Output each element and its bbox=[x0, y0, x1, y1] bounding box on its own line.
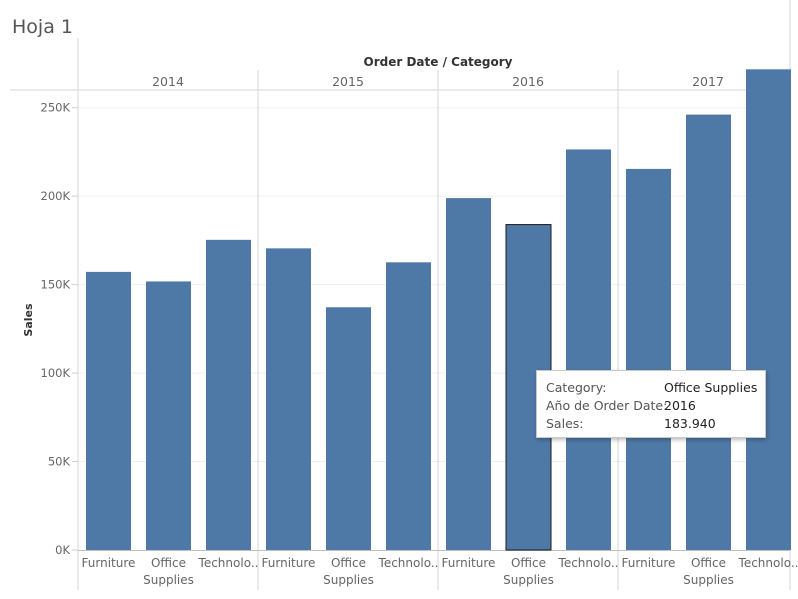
tooltip-value: 2016 bbox=[664, 398, 696, 413]
bar bbox=[746, 69, 791, 551]
x-category-label: Furniture bbox=[262, 556, 316, 570]
x-category-label: Office bbox=[511, 556, 546, 570]
y-axis-title: Sales bbox=[22, 303, 35, 337]
y-tick-label: 250K bbox=[41, 101, 71, 115]
bar bbox=[566, 149, 611, 550]
tooltip-key: Category: bbox=[546, 380, 607, 395]
x-category-label: Supplies bbox=[503, 573, 554, 587]
bar bbox=[266, 248, 311, 550]
tooltip-row-category: Category: Office Supplies bbox=[546, 379, 765, 397]
x-category-label: Furniture bbox=[442, 556, 496, 570]
year-header-label: 2015 bbox=[332, 74, 364, 89]
x-category-label: Furniture bbox=[622, 556, 676, 570]
x-category-label: Supplies bbox=[323, 573, 374, 587]
tooltip-key: Sales: bbox=[546, 416, 584, 431]
tooltip: Category: Office Supplies Año de Order D… bbox=[536, 370, 766, 438]
tooltip-row-sales: Sales: 183.940 bbox=[546, 415, 765, 433]
x-category-label: Supplies bbox=[143, 573, 194, 587]
y-tick-label: 100K bbox=[41, 366, 71, 380]
bar bbox=[326, 307, 371, 550]
bar bbox=[206, 239, 251, 550]
sheet-title: Hoja 1 bbox=[12, 16, 73, 38]
year-header-label: 2017 bbox=[692, 74, 724, 89]
bar bbox=[146, 281, 191, 550]
y-tick-label: 0K bbox=[55, 543, 70, 557]
y-tick-label: 200K bbox=[41, 189, 71, 203]
bar bbox=[626, 168, 671, 550]
year-header-label: 2016 bbox=[512, 74, 544, 89]
x-category-label: Technolo.. bbox=[738, 556, 798, 570]
year-header-label: 2014 bbox=[152, 74, 184, 89]
bar bbox=[446, 198, 491, 550]
bar-selected bbox=[505, 224, 552, 551]
bar bbox=[686, 114, 731, 550]
x-category-label: Technolo.. bbox=[558, 556, 619, 570]
x-category-label: Technolo.. bbox=[198, 556, 259, 570]
y-tick-label: 150K bbox=[41, 278, 71, 292]
header-title: Order Date / Category bbox=[364, 55, 513, 69]
x-category-label: Office bbox=[151, 556, 186, 570]
y-tick-label: 50K bbox=[48, 455, 71, 469]
tooltip-row-year: Año de Order Date: 2016 bbox=[546, 397, 765, 415]
tooltip-key: Año de Order Date: bbox=[546, 398, 668, 413]
bar bbox=[386, 262, 431, 550]
x-category-label: Office bbox=[691, 556, 726, 570]
tooltip-value: 183.940 bbox=[664, 416, 716, 431]
x-category-label: Office bbox=[331, 556, 366, 570]
x-category-label: Technolo.. bbox=[378, 556, 439, 570]
x-category-label: Supplies bbox=[683, 573, 734, 587]
tooltip-value: Office Supplies bbox=[664, 380, 758, 395]
x-category-label: Furniture bbox=[82, 556, 136, 570]
bar bbox=[86, 271, 131, 550]
